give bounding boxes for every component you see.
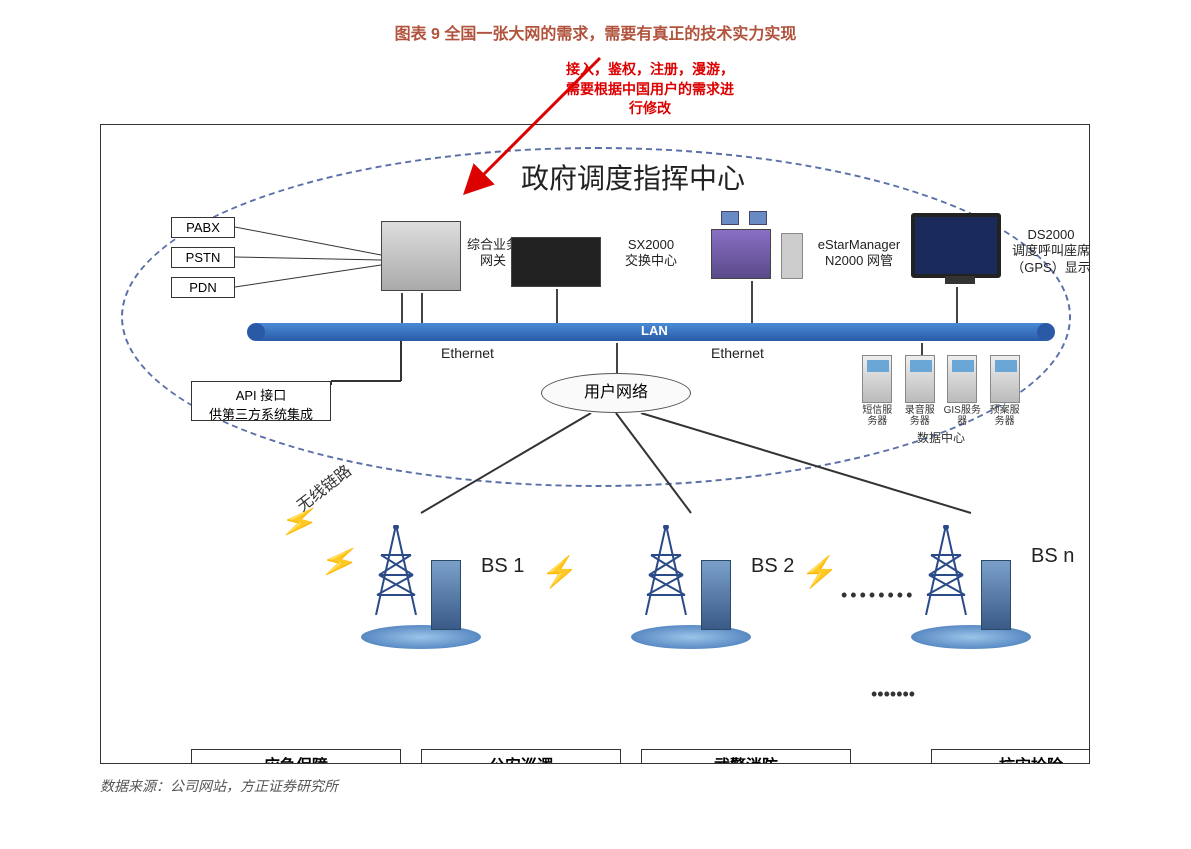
ds-sub1: 调度呼叫座席 <box>1012 243 1090 258</box>
bs-box-icon <box>701 560 731 630</box>
mgr-name: eStarManager <box>818 237 900 252</box>
manager-label: eStarManager N2000 网管 <box>809 237 909 270</box>
server-icon <box>947 355 977 403</box>
bs-base-icon <box>361 625 481 649</box>
lightning-red-icon: ⚡ <box>277 501 322 544</box>
panel-title: 武警消防 <box>642 750 850 764</box>
panel-title: 公安巡逻 <box>422 750 620 764</box>
annotation-line: 行修改 <box>629 100 671 116</box>
tower-icon <box>921 525 971 615</box>
bs-box-icon <box>431 560 461 630</box>
monitor-icon <box>911 213 1001 278</box>
ethernet-label: Ethernet <box>441 345 494 361</box>
bs-base-icon <box>911 625 1031 649</box>
lan-label: LAN <box>641 323 668 338</box>
connector <box>751 281 753 323</box>
sx-name: SX2000 <box>628 237 674 252</box>
connector <box>401 293 403 323</box>
sx-sub: 交换中心 <box>625 253 677 268</box>
bsn-label: BS n <box>1031 545 1074 568</box>
annotation-line: 接入，鉴权，注册，漫游， <box>566 61 734 77</box>
net-connectors <box>235 215 385 305</box>
connector <box>421 293 423 323</box>
center-title: 政府调度指挥中心 <box>521 157 745 197</box>
server-icon <box>905 355 935 403</box>
data-source: 数据来源：公司网站，方正证券研究所 <box>100 776 1091 796</box>
annotation-line: 需要根据中国用户的需求进 <box>566 81 734 97</box>
mini-pc-icon <box>721 211 739 225</box>
gateway-icon <box>381 221 461 291</box>
ethernet-label: Ethernet <box>711 345 764 361</box>
bs1-label: BS 1 <box>481 555 524 578</box>
lightning-yellow-icon: ⚡ <box>541 555 578 590</box>
manager-icon <box>711 229 771 279</box>
lightning-red-icon: ⚡ <box>317 541 362 584</box>
sx2000-label: SX2000 交换中心 <box>611 237 691 270</box>
red-annotation: 接入，鉴权，注册，漫游， 需要根据中国用户的需求进 行修改 <box>540 60 760 119</box>
bs2-label: BS 2 <box>751 555 794 578</box>
panel-title: 抗灾抢险 <box>932 750 1090 764</box>
connector <box>956 287 958 323</box>
connector <box>616 343 618 373</box>
user-network-node: 用户网络 <box>541 373 691 413</box>
panel-police: 公安巡逻 车载用户 手持终端用户 <box>421 749 621 764</box>
bs-box-icon <box>981 560 1011 630</box>
figure-title: 图表 9 全国一张大网的需求，需要有真正的技术实力实现 <box>100 20 1091 44</box>
mini-pc-icon <box>749 211 767 225</box>
manager-tower-icon <box>781 233 803 279</box>
panel-emergency: 应急保障 应急通信 车载系统 <box>191 749 401 764</box>
dots-icon: •••••••• <box>841 585 915 606</box>
base-station-row: ⚡ ⚡ ⚡ ⚡ BS 1 BS 2 •••••••• <box>101 465 1089 675</box>
connector <box>556 289 558 323</box>
lightning-yellow-icon: ⚡ <box>801 555 838 590</box>
pabx-box: PABX <box>171 217 235 238</box>
ds-sub2: （GPS）显示 <box>1011 260 1090 275</box>
pstn-box: PSTN <box>171 247 235 268</box>
server-icon <box>862 355 892 403</box>
api-line1: API 接口 <box>200 385 322 404</box>
server-icon <box>990 355 1020 403</box>
ds-name: DS2000 <box>1028 227 1075 242</box>
diagram-frame: 政府调度指挥中心 PABX PSTN PDN API 接口 供第三方系统集成 综… <box>100 124 1090 764</box>
bs-base-icon <box>631 625 751 649</box>
pdn-box: PDN <box>171 277 235 298</box>
ds2000-label: DS2000 调度呼叫座席 （GPS）显示 <box>1006 227 1090 276</box>
tower-icon <box>641 525 691 615</box>
panel-fire: 武警消防 车载用户 手持终端用户 <box>641 749 851 764</box>
switch-icon <box>511 237 601 287</box>
tower-icon <box>371 525 421 615</box>
panel-title: 应急保障 <box>192 750 400 764</box>
dots-icon: ••••••• <box>871 684 915 705</box>
panel-rescue: 抗灾抢险 车载用户 手持终端用户 <box>931 749 1090 764</box>
mgr-sub: N2000 网管 <box>825 253 893 268</box>
